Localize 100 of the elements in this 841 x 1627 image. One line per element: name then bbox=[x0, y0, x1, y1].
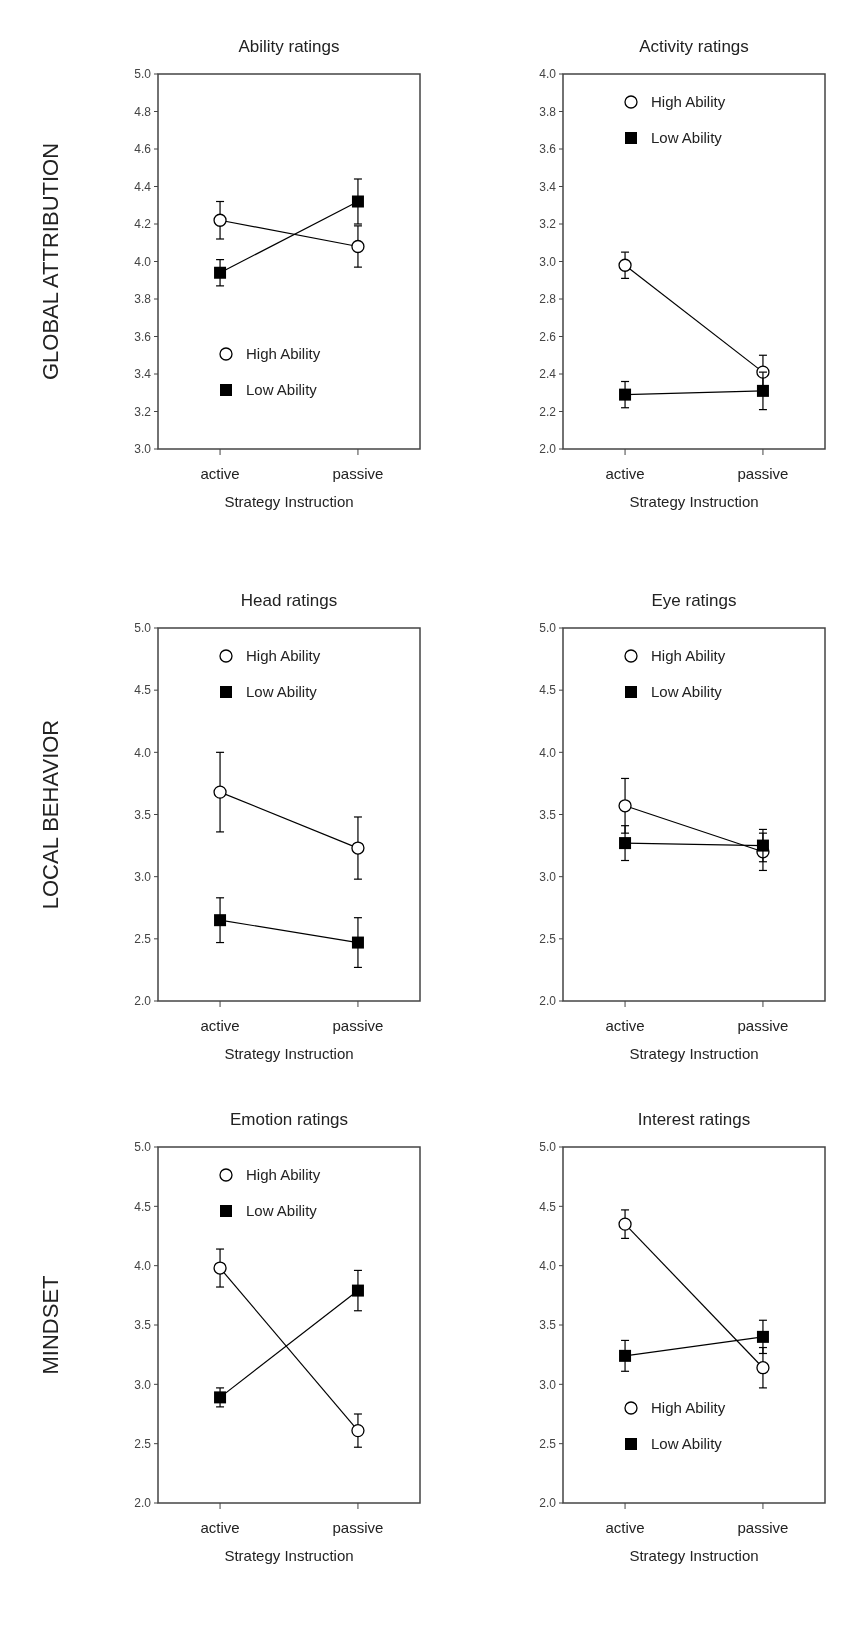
y-tick-label: 5.0 bbox=[134, 1140, 152, 1155]
y-tick-label: 2.6 bbox=[539, 329, 557, 344]
point bbox=[214, 914, 227, 927]
y-tick-label: 3.6 bbox=[539, 142, 557, 157]
y-tick-label: 3.5 bbox=[134, 1318, 152, 1333]
y-tick-label: 4.5 bbox=[539, 683, 557, 698]
y-axis-title: LOCAL BEHAVIOR bbox=[38, 719, 63, 910]
y-tick-label: 3.8 bbox=[539, 104, 557, 119]
point bbox=[618, 258, 632, 272]
y-tick-label: 3.2 bbox=[134, 404, 152, 419]
legend-label: High Ability bbox=[246, 647, 321, 665]
x-tick-label: active bbox=[605, 1017, 645, 1034]
y-tick-label: 2.0 bbox=[539, 994, 557, 1009]
legend-label: High Ability bbox=[246, 345, 321, 363]
y-tick-label: 4.5 bbox=[134, 1199, 152, 1214]
chart-title: Activity ratings bbox=[639, 37, 749, 56]
legend-label: High Ability bbox=[651, 647, 726, 665]
y-tick-label: 4.4 bbox=[134, 179, 152, 194]
y-tick-label: 3.0 bbox=[134, 442, 152, 457]
y-tick-label: 2.0 bbox=[134, 994, 152, 1009]
x-tick-label: active bbox=[605, 1519, 645, 1536]
point bbox=[619, 837, 632, 850]
legend-label: High Ability bbox=[246, 1166, 321, 1184]
y-tick-label: 2.0 bbox=[539, 442, 557, 457]
y-tick-label: 3.5 bbox=[539, 807, 557, 822]
chart-title: Interest ratings bbox=[637, 1110, 751, 1129]
y-tick-label: 3.8 bbox=[134, 292, 152, 307]
y-tick-label: 3.0 bbox=[539, 254, 557, 269]
chart-title: Ability ratings bbox=[238, 37, 340, 56]
chart-title: Eye ratings bbox=[651, 591, 737, 610]
x-tick-label: passive bbox=[737, 1519, 789, 1536]
x-tick-label: passive bbox=[332, 1017, 384, 1034]
point bbox=[618, 799, 632, 813]
y-tick-label: 2.2 bbox=[539, 404, 557, 419]
y-tick-label: 3.0 bbox=[539, 869, 557, 884]
legend-label: Low Ability bbox=[651, 683, 723, 701]
y-tick-label: 3.4 bbox=[539, 179, 557, 194]
point bbox=[351, 841, 365, 855]
x-axis-title: Strategy Instruction bbox=[224, 1547, 354, 1564]
point bbox=[351, 1284, 364, 1297]
y-tick-label: 4.0 bbox=[539, 745, 557, 760]
point bbox=[618, 1217, 632, 1231]
y-tick-label: 4.0 bbox=[539, 1258, 557, 1273]
x-axis-title: Strategy Instruction bbox=[629, 1547, 759, 1564]
legend-label: Low Ability bbox=[246, 381, 318, 399]
point bbox=[619, 388, 632, 401]
point bbox=[351, 195, 364, 208]
y-tick-label: 3.0 bbox=[134, 1377, 152, 1392]
y-tick-label: 4.5 bbox=[539, 1199, 557, 1214]
legend-label: High Ability bbox=[651, 1399, 726, 1417]
x-tick-label: passive bbox=[332, 465, 384, 482]
y-tick-label: 3.5 bbox=[134, 807, 152, 822]
y-tick-label: 3.6 bbox=[134, 329, 152, 344]
y-tick-label: 2.0 bbox=[134, 1496, 152, 1511]
y-tick-label: 3.0 bbox=[539, 1377, 557, 1392]
y-tick-label: 4.6 bbox=[134, 142, 152, 157]
y-tick-label: 4.8 bbox=[134, 104, 152, 119]
point bbox=[756, 1330, 769, 1343]
y-tick-label: 4.0 bbox=[539, 67, 557, 82]
x-tick-label: passive bbox=[332, 1519, 384, 1536]
y-tick-label: 4.2 bbox=[134, 217, 152, 232]
y-tick-label: 3.2 bbox=[539, 217, 557, 232]
point bbox=[213, 1261, 227, 1275]
x-tick-label: active bbox=[200, 1519, 240, 1536]
point bbox=[756, 1361, 770, 1375]
x-tick-label: active bbox=[605, 465, 645, 482]
x-axis-title: Strategy Instruction bbox=[629, 1045, 759, 1062]
point bbox=[214, 266, 227, 279]
point bbox=[213, 213, 227, 227]
y-tick-label: 2.5 bbox=[134, 1436, 152, 1451]
legend-label: High Ability bbox=[651, 93, 726, 111]
point bbox=[214, 1391, 227, 1404]
y-tick-label: 5.0 bbox=[134, 67, 152, 82]
y-tick-label: 3.4 bbox=[134, 367, 152, 382]
x-tick-label: passive bbox=[737, 465, 789, 482]
y-tick-label: 4.0 bbox=[134, 1258, 152, 1273]
point bbox=[619, 1349, 632, 1362]
y-tick-label: 2.0 bbox=[539, 1496, 557, 1511]
legend-label: Low Ability bbox=[651, 129, 723, 147]
y-axis-title: MINDSET bbox=[38, 1275, 63, 1375]
point bbox=[351, 936, 364, 949]
y-tick-label: 5.0 bbox=[539, 621, 557, 636]
chart-title: Emotion ratings bbox=[229, 1110, 349, 1129]
x-tick-label: active bbox=[200, 465, 240, 482]
x-tick-label: active bbox=[200, 1017, 240, 1034]
point bbox=[351, 1423, 365, 1438]
y-tick-label: 3.5 bbox=[539, 1318, 557, 1333]
y-tick-label: 2.5 bbox=[539, 1436, 557, 1451]
point bbox=[213, 785, 227, 799]
point bbox=[756, 839, 769, 852]
y-tick-label: 4.0 bbox=[134, 745, 152, 760]
y-tick-label: 4.0 bbox=[134, 254, 152, 269]
x-axis-title: Strategy Instruction bbox=[224, 1045, 354, 1062]
y-tick-label: 5.0 bbox=[539, 1140, 557, 1155]
point bbox=[756, 384, 769, 397]
y-tick-label: 2.4 bbox=[539, 367, 557, 382]
legend-label: Low Ability bbox=[651, 1435, 723, 1453]
y-tick-label: 4.5 bbox=[134, 683, 152, 698]
chart-title: Head ratings bbox=[240, 591, 338, 610]
legend-label: Low Ability bbox=[246, 1202, 318, 1220]
